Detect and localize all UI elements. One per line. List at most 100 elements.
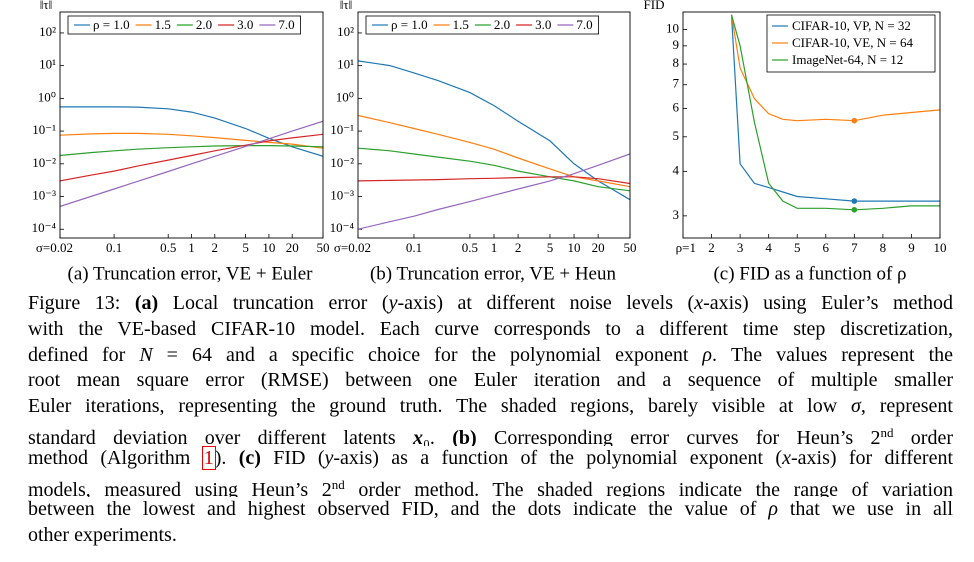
caption-run: . The values represent the	[712, 343, 953, 366]
y-tick-label: 10²	[39, 24, 56, 39]
x-tick-label: 1	[188, 240, 195, 255]
caption-line: root mean square error (RMSE) between on…	[28, 368, 953, 394]
x-tick-label: σ=0.02	[334, 240, 371, 255]
caption-run: x	[694, 292, 704, 314]
caption-run: Euler iterations, representing the groun…	[28, 395, 851, 418]
caption-run: defined for	[28, 343, 140, 366]
caption-run: -axis) as a function of the polynomial e…	[333, 446, 783, 469]
caption-line: between the lowest and highest observed …	[28, 497, 953, 523]
caption-run: Local truncation error (	[158, 292, 389, 314]
caption-line: standard deviation over different latent…	[28, 420, 953, 446]
caption-run: with the VE-based CIFAR-10 model. Each c…	[28, 317, 953, 340]
y-tick-label: 3	[673, 207, 680, 222]
plot-frame	[59, 11, 324, 239]
x-tick-label: 2	[708, 240, 715, 255]
x-tick-label: 1	[491, 240, 498, 255]
y-tick-label: 10¹	[39, 57, 56, 72]
series-line	[60, 133, 323, 182]
caption-run: x	[412, 426, 423, 446]
highlight-dot	[851, 198, 858, 204]
x-tick-label: 6	[823, 240, 830, 255]
caption-line: method (Algorithm 1). (c) FID (y-axis) a…	[28, 445, 953, 472]
y-axis-label: ‖τ‖	[40, 0, 53, 12]
x-tick-label: 2	[515, 240, 522, 255]
y-tick-label: 10⁰	[336, 89, 354, 104]
x-tick-label: 5	[547, 240, 554, 255]
caption-run: σ	[851, 395, 861, 418]
y-tick-label: 10⁻²	[32, 155, 56, 170]
series-line	[60, 145, 323, 157]
subcaption: (c) FID as a function of ρ	[713, 263, 906, 284]
plot-frame	[682, 11, 941, 239]
caption-run: ρ	[768, 498, 778, 521]
figure: ‖τ‖ (a) Truncation error, VE + Euler σ=0.0…	[32, 0, 947, 284]
caption-run: = 64 and a specific choice for the polyn…	[152, 343, 703, 366]
y-tick-label: 10⁻¹	[32, 122, 56, 137]
y-tick-label: 10⁻³	[32, 188, 56, 203]
y-tick-label: 10⁻²	[330, 155, 354, 170]
legend-label: 2.0	[196, 17, 212, 32]
x-tick-label: 8	[880, 240, 887, 255]
x-tick-label: 10	[262, 240, 275, 255]
y-tick-label: 10⁻⁴	[330, 220, 355, 235]
x-tick-label: 0.5	[160, 240, 176, 255]
legend-label: 1.5	[453, 17, 469, 32]
caption-run: FID (	[260, 446, 325, 469]
y-axis-label: FID	[644, 0, 665, 12]
caption-run: -axis) using Euler’s method	[703, 292, 953, 314]
x-tick-label: 50	[317, 240, 330, 255]
y-tick-label: 5	[673, 128, 680, 143]
series-line	[60, 120, 323, 207]
highlight-dot	[851, 206, 858, 213]
caption-run: that we use in all	[777, 498, 953, 521]
caption-run: x	[782, 446, 791, 469]
caption-run: nd	[880, 424, 894, 440]
series-line	[358, 153, 630, 230]
caption-run: other experiments.	[28, 524, 177, 547]
series-line	[730, 14, 940, 202]
y-tick-label: 8	[673, 55, 680, 70]
caption-run: ).	[214, 446, 239, 469]
highlight-dot	[851, 117, 858, 124]
series-line	[730, 14, 940, 122]
legend-label: 7.0	[576, 17, 592, 32]
x-tick-label: 2	[212, 240, 219, 255]
x-tick-label: 7	[851, 240, 858, 255]
x-tick-label: 50	[624, 240, 637, 255]
x-tick-label: 20	[592, 240, 605, 255]
x-tick-label: 10	[934, 240, 947, 255]
subcaption: (a) Truncation error, VE + Euler	[68, 263, 314, 284]
caption-run: nd	[331, 476, 345, 492]
caption-line: with the VE-based CIFAR-10 model. Each c…	[28, 317, 953, 343]
legend-label: ρ = 1.0	[391, 17, 428, 32]
series-line	[60, 106, 323, 157]
caption-line: other experiments.	[28, 523, 953, 549]
y-tick-label: 4	[673, 162, 680, 177]
caption-run: 1	[201, 445, 216, 470]
caption-run: y	[324, 446, 334, 469]
x-tick-label: 0.1	[106, 240, 122, 255]
caption-line: Euler iterations, representing the groun…	[28, 394, 953, 420]
legend-label: 1.5	[155, 17, 171, 32]
plot-frame	[357, 11, 631, 239]
y-axis-label: ‖τ‖	[340, 0, 353, 12]
x-tick-label: 4	[765, 240, 772, 255]
caption-run: (b)	[452, 426, 477, 446]
x-tick-label: 9	[908, 240, 915, 255]
series-line	[358, 147, 630, 192]
y-tick-label: 10⁻³	[330, 188, 354, 203]
y-tick-label: 10⁻¹	[330, 122, 354, 137]
y-tick-label: 10²	[337, 24, 354, 39]
x-tick-label: 0.5	[462, 240, 478, 255]
caption-run: between the lowest and highest observed …	[28, 498, 769, 521]
caption-run: order method. The shaded regions indicat…	[344, 478, 953, 498]
caption-run: ρ	[702, 343, 713, 366]
legend-label: CIFAR-10, VP, N = 32	[792, 18, 911, 33]
y-tick-label: 7	[673, 76, 680, 91]
x-tick-label: 20	[286, 240, 299, 255]
x-tick-label: 5	[794, 240, 801, 255]
legend-label: ImageNet-64, N = 12	[792, 52, 903, 67]
x-tick-label: ρ=1	[676, 240, 696, 255]
figure-caption: Figure 13: (a) Local truncation error (y…	[28, 291, 953, 549]
